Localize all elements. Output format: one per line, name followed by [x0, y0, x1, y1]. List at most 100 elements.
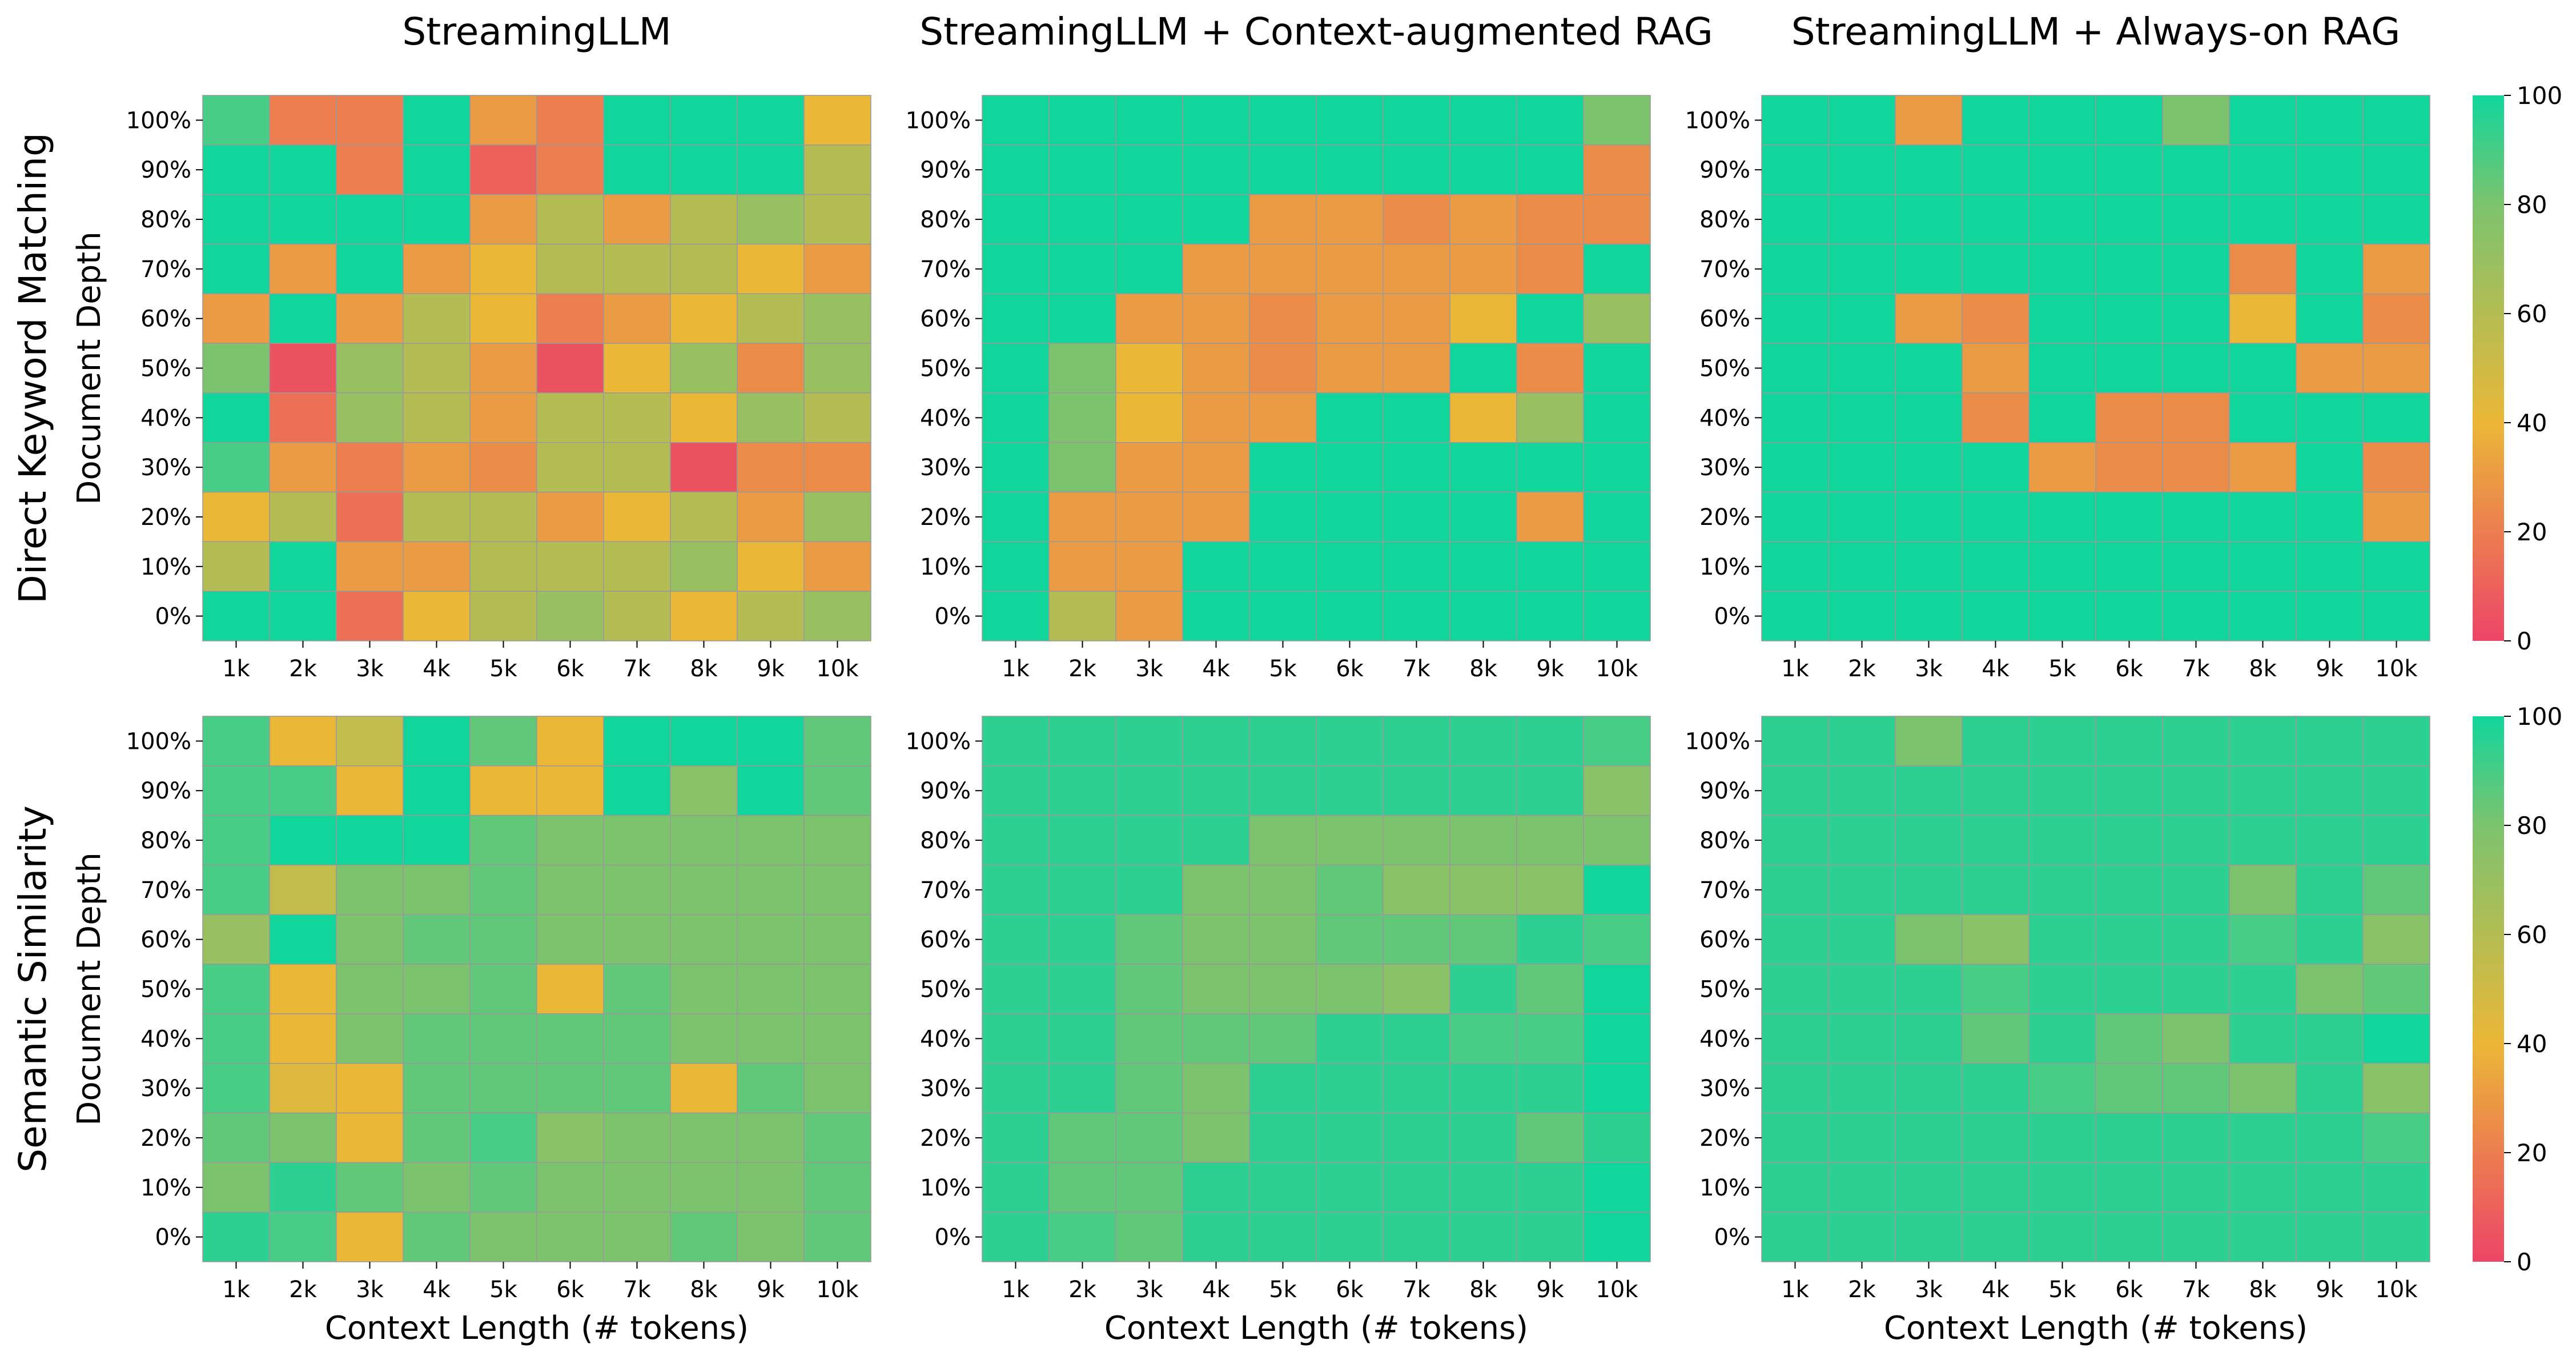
heatmap-cell [1828, 1211, 1896, 1262]
heatmap-cell [803, 1013, 871, 1064]
heatmap-cell [2296, 815, 2364, 866]
heatmap-cell [1962, 243, 2030, 295]
heatmap-cell [1761, 1062, 1829, 1114]
heatmap-cell [982, 95, 1050, 146]
heatmap-cell [982, 765, 1050, 816]
heatmap-cell [1115, 491, 1183, 543]
heatmap-cell [2095, 1112, 2163, 1164]
heatmap-cell [2095, 343, 2163, 394]
heatmap-cell [1449, 591, 1517, 641]
heatmap-cell [1761, 964, 1829, 1014]
heatmap-cell [269, 964, 337, 1014]
heatmap-cell [202, 442, 270, 493]
heatmap-cell [737, 145, 805, 195]
heatmap-cell [403, 293, 471, 344]
heatmap-cell [202, 145, 270, 195]
y-tick-label: 10% [920, 554, 971, 580]
heatmap-cell [1761, 1112, 1829, 1164]
heatmap-cell [336, 95, 404, 146]
heatmap-cell [269, 541, 337, 592]
heatmap-cell [803, 95, 871, 146]
heatmap-cell [1249, 194, 1317, 245]
heatmap-cell [2296, 1162, 2364, 1213]
colorbar-tick-label: 20 [2517, 1139, 2547, 1167]
heatmap-cell [469, 1211, 537, 1262]
heatmap-cell [2362, 815, 2430, 866]
heatmap-cell [2296, 293, 2364, 344]
x-axis-label-col1: Context Length (# tokens) [325, 1310, 749, 1347]
heatmap-cell [1516, 293, 1584, 344]
heatmap-cell [1048, 864, 1116, 916]
heatmap-cell [403, 1211, 471, 1262]
y-tick-label: 60% [140, 927, 191, 953]
heatmap-cell [803, 491, 871, 543]
heatmap-cell [603, 716, 671, 767]
heatmap-cell [670, 964, 738, 1014]
x-tick-label: 9k [757, 1277, 785, 1303]
heatmap-cell [670, 1112, 738, 1164]
heatmap-cell [403, 815, 471, 866]
heatmap-cell [2095, 392, 2163, 443]
x-tick-label: 5k [489, 1277, 517, 1303]
heatmap-cell [1962, 914, 2030, 965]
heatmap-cell [469, 392, 537, 443]
heatmap-cell [2296, 1112, 2364, 1164]
x-tick-label: 7k [1402, 656, 1430, 682]
heatmap-cell [2296, 491, 2364, 543]
x-tick-label: 2k [289, 1277, 317, 1303]
x-tick-label: 8k [1469, 1277, 1497, 1303]
y-tick-label: 0% [1714, 604, 1750, 630]
y-tick-label: 30% [140, 455, 191, 481]
heatmap-cell [2095, 765, 2163, 816]
colorbar-tick-label: 100 [2517, 82, 2562, 110]
heatmap-cell [982, 1013, 1050, 1064]
heatmap-cell [982, 964, 1050, 1014]
heatmap-cell [1583, 243, 1651, 295]
heatmap-cell [1316, 392, 1384, 443]
heatmap-cell [1449, 1162, 1517, 1213]
heatmap-cell [982, 541, 1050, 592]
colorbar-gradient [2473, 95, 2504, 641]
heatmap-cell [2296, 1062, 2364, 1114]
heatmap-cell [1383, 145, 1450, 195]
heatmap-cell [2229, 914, 2297, 965]
heatmap-cell [2362, 343, 2430, 394]
heatmap-cell [803, 1112, 871, 1164]
heatmap-cell [536, 964, 604, 1014]
heatmap-cell [1583, 964, 1651, 1014]
heatmap-cell [2028, 1013, 2096, 1064]
heatmap-cell [2028, 343, 2096, 394]
heatmap-cell [1249, 864, 1317, 916]
heatmap-cell [1449, 765, 1517, 816]
heatmap-cell [2162, 293, 2230, 344]
x-tick-label: 9k [2316, 656, 2344, 682]
heatmap-cell [603, 591, 671, 641]
heatmap-cell [2362, 1112, 2430, 1164]
heatmap-cell [603, 491, 671, 543]
heatmap-cell [603, 1211, 671, 1262]
heatmap-cell [1316, 491, 1384, 543]
heatmap-cell [1249, 815, 1317, 866]
heatmap-cell [1316, 1211, 1384, 1262]
heatmap-cell [1249, 491, 1317, 543]
heatmap-cell [1761, 145, 1829, 195]
heatmap-cell [1048, 1013, 1116, 1064]
heatmap-cell [1516, 815, 1584, 866]
heatmap-cell [2362, 1162, 2430, 1213]
heatmap-cell [469, 243, 537, 295]
x-tick-label: 4k [1202, 1277, 1230, 1303]
heatmap-cell [1761, 914, 1829, 965]
heatmap-cell [1048, 491, 1116, 543]
heatmap-cell [1583, 343, 1651, 394]
heatmap-cell [1895, 1112, 1963, 1164]
heatmap-cell [982, 343, 1050, 394]
heatmap-cell [1048, 1162, 1116, 1213]
heatmap-cell [403, 392, 471, 443]
heatmap-cell [1316, 716, 1384, 767]
x-tick-label: 1k [1002, 656, 1030, 682]
heatmap-cell [1115, 1013, 1183, 1064]
colorbar-gradient [2473, 716, 2504, 1262]
heatmap-cell [1828, 1013, 1896, 1064]
heatmap-cell [1516, 343, 1584, 394]
heatmap-cell [1316, 243, 1384, 295]
